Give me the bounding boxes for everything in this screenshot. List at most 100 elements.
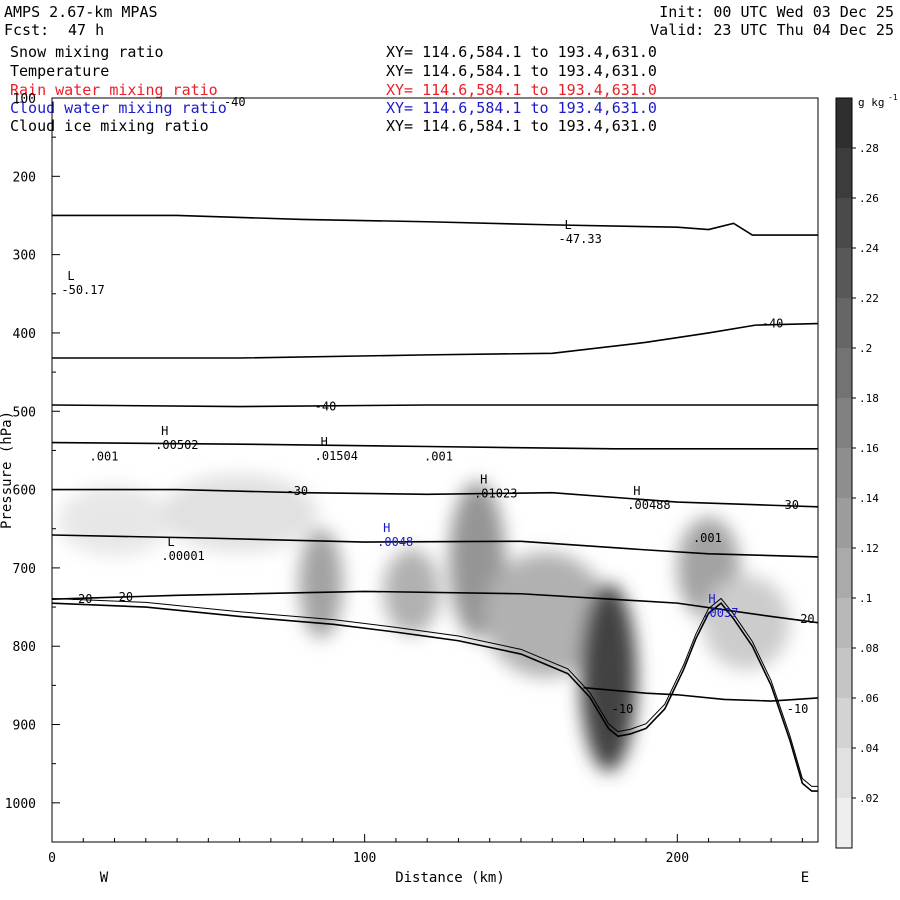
extremum-value: .00001 — [161, 549, 204, 563]
isotherm-line — [52, 534, 818, 558]
colorbar-tick-label: .14 — [859, 492, 879, 505]
fcst-value: 47 h — [68, 21, 105, 39]
extremum-value: -50.17 — [61, 283, 104, 297]
extremum-value: .0048 — [377, 535, 413, 549]
extremum-value: .0037 — [702, 606, 738, 620]
extremum-letter: H — [383, 521, 390, 535]
colorbar-segment — [836, 398, 852, 448]
snow-blob-group — [58, 473, 790, 772]
extremum-letter: H — [633, 484, 640, 498]
colorbar-tick-label: .12 — [859, 542, 879, 555]
y-axis-label: Pressure (hPa) — [0, 411, 15, 529]
isotherm-line — [52, 488, 818, 508]
extremum-letter: L — [67, 269, 74, 283]
colorbar-segment — [836, 648, 852, 698]
extremum-letter: L — [564, 218, 571, 232]
snow-blob — [58, 485, 171, 557]
contour-label: .001 — [90, 450, 119, 464]
colorbar-segment — [836, 698, 852, 748]
terrain-surface-line-2 — [52, 597, 818, 787]
y-tick-label: 800 — [13, 640, 36, 655]
valid-time: Valid: 23 UTC Thu 04 Dec 25 — [650, 21, 894, 39]
snow-blob — [161, 473, 318, 553]
field-xy: XY= 114.6,584.1 to 193.4,631.0 — [386, 117, 657, 135]
contour-label: -30 — [286, 484, 308, 498]
x-tick-label: 0 — [48, 851, 56, 866]
y-tick-label: 700 — [13, 562, 36, 577]
contour-label: -40 — [315, 400, 337, 414]
colorbar-segment — [836, 298, 852, 348]
y-tick-label: 500 — [13, 405, 36, 420]
isotherm-line — [52, 590, 818, 624]
field-name: Cloud water mixing ratio — [10, 99, 227, 117]
colorbar-tick-label: .24 — [859, 242, 879, 255]
plot-frame — [51, 97, 819, 843]
colorbar-tick-label: .18 — [859, 392, 879, 405]
extremum-value: .00488 — [627, 498, 670, 512]
snow-blob — [298, 528, 343, 639]
colorbar-tick-label: .08 — [859, 642, 879, 655]
extremum-value: .01023 — [474, 486, 517, 500]
colorbar-unit-exponent: -1 — [888, 93, 898, 102]
isotherm-line — [52, 214, 818, 236]
colorbar-segment — [836, 598, 852, 648]
contour-label: .001 — [424, 450, 453, 464]
field-xy: XY= 114.6,584.1 to 193.4,631.0 — [386, 43, 657, 61]
colorbar-segment — [836, 198, 852, 248]
field-name: Cloud ice mixing ratio — [10, 117, 209, 135]
x-tick-label: 200 — [666, 851, 689, 866]
colorbar-segment — [836, 148, 852, 198]
field-xy: XY= 114.6,584.1 to 193.4,631.0 — [386, 81, 657, 99]
terrain-surface-line — [52, 602, 818, 792]
contour-label: -20 — [793, 612, 815, 626]
direction-east: E — [801, 870, 809, 886]
contour-label: -30 — [777, 498, 799, 512]
y-tick-label: 1000 — [5, 797, 36, 812]
y-tick-label: 400 — [13, 327, 36, 342]
isotherm-line — [52, 404, 818, 408]
snow-blob — [702, 575, 790, 670]
field-name: Rain water mixing ratio — [10, 81, 218, 99]
contour-label: -40 — [224, 95, 246, 109]
init-time: Init: 00 UTC Wed 03 Dec 25 — [659, 3, 894, 21]
direction-west: W — [100, 870, 109, 886]
contour-label: -20 — [111, 590, 133, 604]
extremum-letter: H — [480, 472, 487, 486]
colorbar-segment — [836, 498, 852, 548]
colorbar-tick-label: .1 — [859, 592, 872, 605]
colorbar-tick-label: .22 — [859, 292, 879, 305]
extremum-letter: H — [161, 424, 168, 438]
x-tick-label: 100 — [353, 851, 376, 866]
colorbar-segment — [836, 348, 852, 398]
snow-shading-layer — [58, 473, 790, 772]
contour-label: -40 — [762, 317, 784, 331]
colorbar-tick-label: .06 — [859, 692, 879, 705]
colorbar-tick-label: .28 — [859, 142, 879, 155]
field-name: Temperature — [10, 62, 110, 80]
snow-blob — [483, 552, 609, 678]
isotherm-line — [52, 322, 818, 359]
fcst-label: Fcst: — [4, 21, 50, 39]
isotherm-layer — [52, 214, 818, 702]
snow-blob — [580, 583, 637, 772]
colorbar-segment — [836, 548, 852, 598]
model-title: AMPS 2.67-km MPAS — [4, 3, 158, 21]
colorbar-segment — [836, 448, 852, 498]
isotherm-line — [52, 441, 818, 450]
field-xy: XY= 114.6,584.1 to 193.4,631.0 — [386, 99, 657, 117]
contour-label: .001 — [693, 531, 722, 545]
colorbar-segment — [836, 748, 852, 798]
y-tick-label: 900 — [13, 719, 36, 734]
colorbar-tick-label: .02 — [859, 792, 879, 805]
colorbar-tick-label: .26 — [859, 192, 879, 205]
field-name: Snow mixing ratio — [10, 43, 164, 61]
extremum-letter: H — [708, 592, 715, 606]
contour-label: -20 — [71, 592, 93, 606]
field-xy: XY= 114.6,584.1 to 193.4,631.0 — [386, 62, 657, 80]
extremum-value: .01504 — [315, 449, 358, 463]
extremum-value: -47.33 — [558, 232, 601, 246]
extremum-letter: L — [167, 535, 174, 549]
colorbar-tick-label: .2 — [859, 342, 872, 355]
colorbar-tick-label: .04 — [859, 742, 879, 755]
